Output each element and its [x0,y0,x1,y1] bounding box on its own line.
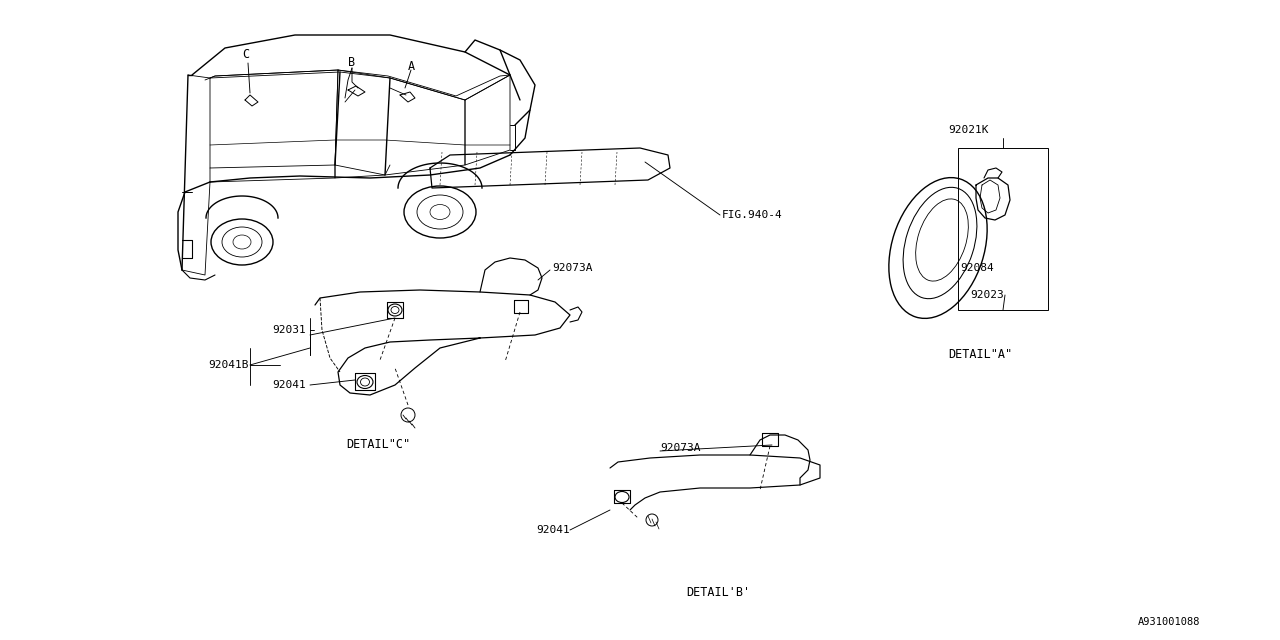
Text: 92023: 92023 [970,290,1004,300]
Text: 92084: 92084 [960,263,993,273]
Text: DETAIL"A": DETAIL"A" [948,349,1012,362]
Text: B: B [348,56,355,68]
Text: 92041B: 92041B [207,360,248,370]
Text: 92041: 92041 [273,380,306,390]
Text: C: C [242,49,250,61]
Text: DETAIL'B': DETAIL'B' [686,586,750,598]
Text: FIG.940-4: FIG.940-4 [722,210,783,220]
Text: A931001088: A931001088 [1138,617,1201,627]
Text: 92031: 92031 [273,325,306,335]
Text: 92073A: 92073A [660,443,700,453]
Text: 92041: 92041 [536,525,570,535]
Bar [957,148,1048,310]
Text: A: A [408,61,415,74]
Text: 92021K: 92021K [948,125,988,135]
Text: 92073A: 92073A [552,263,593,273]
Text: DETAIL"C": DETAIL"C" [346,438,410,451]
